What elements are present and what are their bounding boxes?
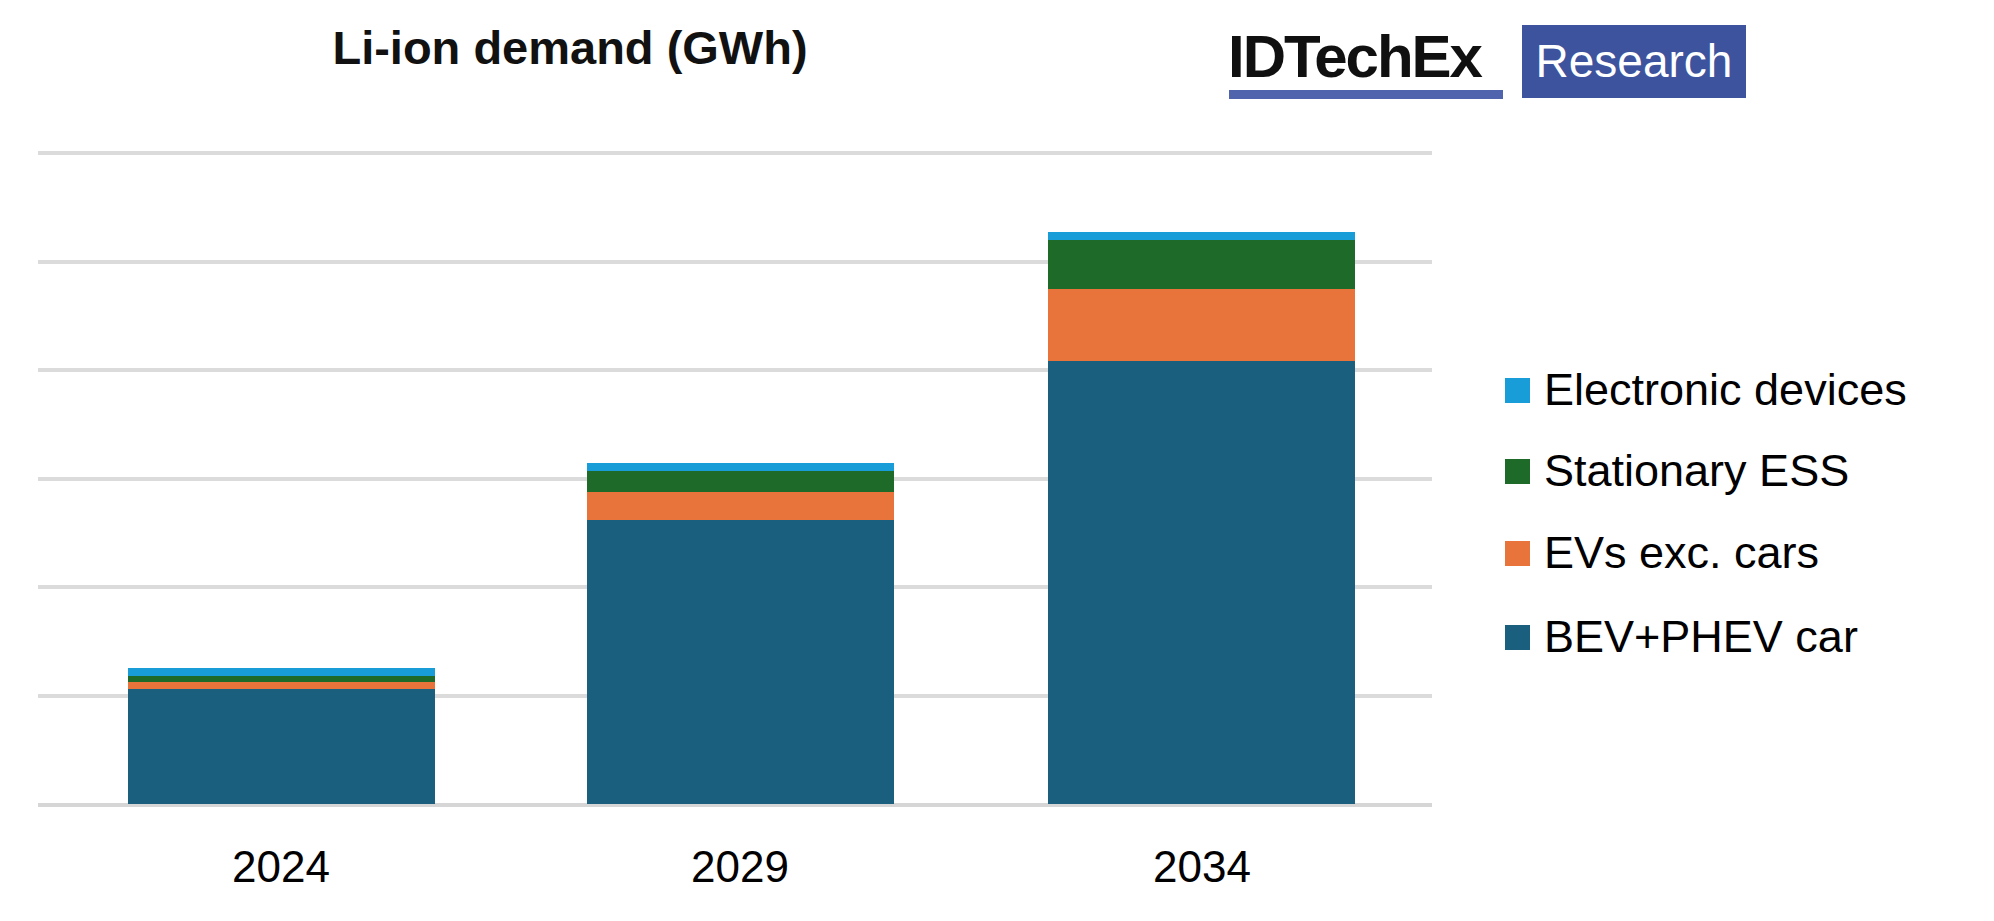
bar-2029-segment-electronic-devices (587, 463, 894, 471)
bar-2034-segment-evs-exc-cars (1048, 289, 1355, 362)
bar-2024-segment-bev-phev-car (128, 689, 435, 804)
x-axis-label-2024: 2024 (232, 842, 330, 892)
bar-2034-segment-electronic-devices (1048, 232, 1355, 240)
idtechex-research-badge: Research (1522, 25, 1746, 98)
legend-swatch-evs-exc-cars (1505, 541, 1530, 566)
idtechex-research-label: Research (1536, 35, 1733, 87)
legend-swatch-bev-phev-car (1505, 625, 1530, 650)
chart-title: Li-ion demand (GWh) (330, 20, 810, 75)
legend-item-evs-exc-cars: EVs exc. cars (1505, 526, 1819, 580)
x-axis-label-2034: 2034 (1153, 842, 1251, 892)
x-axis-label-2029: 2029 (691, 842, 789, 892)
bar-2029-segment-stationary-ess (587, 471, 894, 492)
idtechex-logo-underline (1229, 90, 1503, 99)
bar-2024-segment-evs-exc-cars (128, 682, 435, 689)
legend-label-bev-phev-car: BEV+PHEV car (1544, 611, 1858, 663)
legend-item-electronic-devices: Electronic devices (1505, 363, 1907, 417)
chart-canvas: Li-ion demand (GWh) IDTechEx Research 20… (0, 0, 1994, 921)
legend-swatch-stationary-ess (1505, 459, 1530, 484)
legend-item-bev-phev-car: BEV+PHEV car (1505, 610, 1858, 664)
bar-2034-segment-bev-phev-car (1048, 361, 1355, 804)
legend-label-electronic-devices: Electronic devices (1544, 364, 1907, 416)
idtechex-logo-text: IDTechEx (1228, 22, 1481, 91)
gridline (38, 151, 1432, 155)
legend-item-stationary-ess: Stationary ESS (1505, 444, 1849, 498)
bar-2034-segment-stationary-ess (1048, 240, 1355, 289)
bar-2024-segment-stationary-ess (128, 676, 435, 683)
bar-2029-segment-evs-exc-cars (587, 492, 894, 520)
legend-label-stationary-ess: Stationary ESS (1544, 445, 1849, 497)
legend-label-evs-exc-cars: EVs exc. cars (1544, 527, 1819, 579)
legend-swatch-electronic-devices (1505, 378, 1530, 403)
bar-2024-segment-electronic-devices (128, 668, 435, 676)
bar-2029-segment-bev-phev-car (587, 520, 894, 804)
